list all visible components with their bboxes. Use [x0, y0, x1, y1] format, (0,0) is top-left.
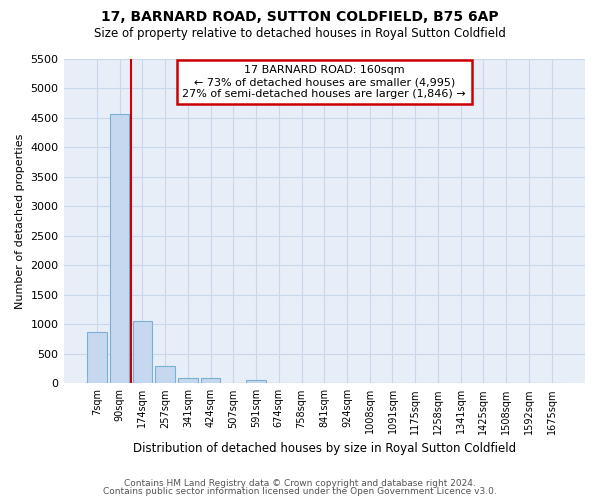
Bar	[133, 321, 152, 384]
Text: 17 BARNARD ROAD: 160sqm
← 73% of detached houses are smaller (4,995)
27% of semi: 17 BARNARD ROAD: 160sqm ← 73% of detache…	[182, 66, 466, 98]
Text: Size of property relative to detached houses in Royal Sutton Coldfield: Size of property relative to detached ho…	[94, 28, 506, 40]
Bar	[87, 332, 107, 384]
Bar	[110, 114, 130, 384]
Text: 17, BARNARD ROAD, SUTTON COLDFIELD, B75 6AP: 17, BARNARD ROAD, SUTTON COLDFIELD, B75 …	[101, 10, 499, 24]
Text: Contains public sector information licensed under the Open Government Licence v3: Contains public sector information licen…	[103, 487, 497, 496]
X-axis label: Distribution of detached houses by size in Royal Sutton Coldfield: Distribution of detached houses by size …	[133, 442, 516, 455]
Bar	[201, 378, 220, 384]
Bar	[178, 378, 197, 384]
Bar	[155, 366, 175, 384]
Y-axis label: Number of detached properties: Number of detached properties	[15, 134, 25, 309]
Bar	[247, 380, 266, 384]
Text: Contains HM Land Registry data © Crown copyright and database right 2024.: Contains HM Land Registry data © Crown c…	[124, 478, 476, 488]
